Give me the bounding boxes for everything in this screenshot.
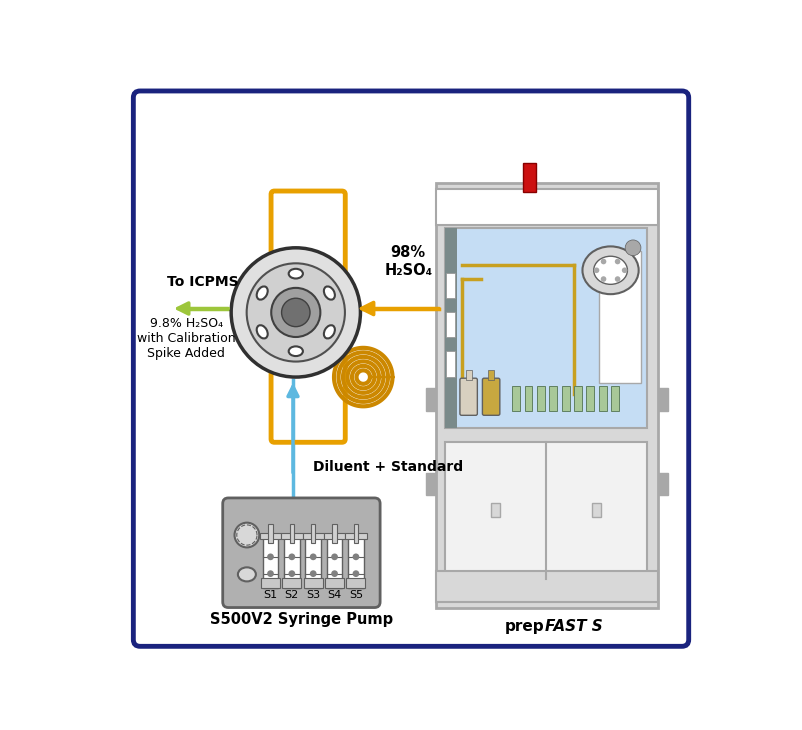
Bar	[488, 370, 494, 380]
Bar	[491, 504, 500, 518]
Bar	[574, 385, 582, 411]
Bar	[304, 577, 322, 588]
Bar	[302, 533, 324, 539]
Text: Diluent + Standard: Diluent + Standard	[313, 460, 463, 474]
Bar	[599, 250, 642, 383]
Text: 9.8% H₂SO₄
with Calibration
Spike Added: 9.8% H₂SO₄ with Calibration Spike Added	[137, 317, 236, 360]
Bar	[345, 533, 367, 539]
FancyBboxPatch shape	[223, 498, 380, 607]
Circle shape	[601, 258, 606, 264]
Text: S5: S5	[349, 590, 363, 599]
Ellipse shape	[593, 256, 627, 285]
Bar	[447, 273, 455, 298]
Bar	[348, 537, 364, 588]
Bar	[325, 577, 344, 588]
Bar	[290, 523, 294, 543]
Ellipse shape	[257, 286, 268, 300]
Text: S500V2 Syringe Pump: S500V2 Syringe Pump	[210, 612, 393, 627]
Text: prep: prep	[505, 618, 545, 634]
Circle shape	[601, 276, 606, 282]
Bar	[465, 370, 472, 380]
Circle shape	[271, 288, 320, 337]
Bar	[512, 385, 520, 411]
Text: S3: S3	[306, 590, 320, 599]
FancyBboxPatch shape	[460, 378, 477, 415]
Circle shape	[289, 553, 295, 560]
Circle shape	[234, 523, 259, 548]
Bar	[282, 533, 302, 539]
Bar	[324, 533, 345, 539]
Bar	[311, 523, 315, 543]
Ellipse shape	[582, 247, 638, 294]
Bar	[326, 537, 342, 588]
Bar	[306, 537, 321, 588]
Circle shape	[615, 258, 621, 264]
Circle shape	[310, 570, 317, 577]
Bar	[561, 385, 569, 411]
Bar	[268, 523, 273, 543]
Circle shape	[310, 553, 317, 560]
Circle shape	[331, 553, 338, 560]
Bar	[659, 388, 668, 411]
Bar	[447, 351, 455, 377]
Circle shape	[267, 553, 273, 560]
Circle shape	[626, 240, 641, 256]
Text: S2: S2	[285, 590, 299, 599]
Circle shape	[622, 267, 627, 273]
Ellipse shape	[289, 346, 303, 356]
Bar	[592, 504, 601, 518]
Bar	[282, 577, 302, 588]
Bar	[659, 472, 668, 495]
Text: 98%
H₂SO₄: 98% H₂SO₄	[384, 245, 432, 277]
Bar	[525, 385, 533, 411]
Bar	[262, 537, 278, 588]
Circle shape	[289, 570, 295, 577]
Bar	[346, 577, 366, 588]
Bar	[426, 472, 435, 495]
Bar	[436, 183, 658, 607]
Bar	[549, 385, 557, 411]
Text: FAST S: FAST S	[545, 618, 602, 634]
Bar	[599, 385, 606, 411]
Bar	[354, 523, 358, 543]
Bar	[445, 228, 457, 428]
Circle shape	[353, 570, 359, 577]
Circle shape	[231, 247, 360, 377]
Circle shape	[267, 570, 273, 577]
Text: S1: S1	[263, 590, 277, 599]
Bar	[261, 577, 280, 588]
Bar	[260, 533, 282, 539]
Circle shape	[353, 553, 359, 560]
FancyBboxPatch shape	[133, 91, 689, 646]
Bar	[332, 523, 337, 543]
Ellipse shape	[324, 286, 335, 300]
Bar	[445, 442, 647, 580]
Text: S4: S4	[327, 590, 342, 599]
FancyBboxPatch shape	[483, 378, 500, 415]
Bar	[447, 312, 455, 337]
Bar	[523, 164, 537, 191]
Circle shape	[593, 267, 599, 273]
Circle shape	[247, 264, 345, 361]
Bar	[426, 388, 435, 411]
Ellipse shape	[257, 325, 268, 339]
Bar	[436, 189, 658, 226]
Ellipse shape	[238, 567, 256, 581]
Circle shape	[282, 299, 310, 326]
Bar	[445, 228, 647, 428]
Bar	[611, 385, 619, 411]
Circle shape	[331, 570, 338, 577]
Ellipse shape	[289, 269, 303, 279]
Bar	[284, 537, 300, 588]
Text: To ICPMS: To ICPMS	[168, 274, 239, 289]
Ellipse shape	[324, 325, 335, 339]
Bar	[537, 385, 545, 411]
Bar	[586, 385, 594, 411]
Circle shape	[615, 276, 621, 282]
Bar	[436, 571, 658, 602]
